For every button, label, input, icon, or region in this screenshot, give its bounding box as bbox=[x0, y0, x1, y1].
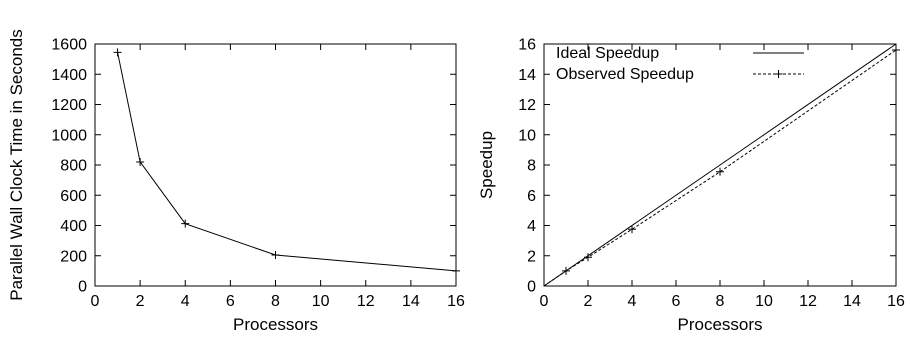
x-tick-label: 10 bbox=[755, 293, 773, 310]
y-tick-label: 0 bbox=[527, 279, 536, 296]
wall-clock-time-chart: 0 2 4 6 8 10 12 14 16 0 200 400 600 800 1000 1200 1400 16… bbox=[7, 29, 465, 334]
x-tick-label: 16 bbox=[447, 293, 465, 310]
data-point-marker bbox=[584, 253, 592, 262]
series-line bbox=[543, 49, 897, 287]
legend-label: Ideal Speedup bbox=[556, 45, 659, 62]
y-axis-label: Speedup bbox=[477, 131, 496, 199]
data-point-marker bbox=[892, 46, 900, 55]
y-tick-label: 6 bbox=[527, 188, 536, 205]
series-line bbox=[543, 43, 897, 287]
y-tick-label: 0 bbox=[78, 279, 87, 296]
x-tick-label: 6 bbox=[226, 293, 235, 310]
data-point-marker bbox=[716, 167, 724, 176]
data-point-marker bbox=[181, 219, 190, 228]
x-tick-label: 8 bbox=[716, 293, 725, 310]
data-point-marker bbox=[452, 266, 460, 275]
x-tick-label: 8 bbox=[271, 293, 280, 310]
y-tick-label: 1200 bbox=[51, 97, 87, 114]
y-tick-label: 16 bbox=[518, 37, 536, 54]
y-tick-label: 600 bbox=[60, 188, 87, 205]
speedup-chart: 0 2 4 6 8 10 12 14 16 0 2 4 6 8 10 12 14 16 Processors Spee… bbox=[477, 37, 905, 335]
legend-marker-sample bbox=[774, 70, 783, 78]
x-tick-label: 0 bbox=[540, 293, 549, 310]
y-tick-label: 1400 bbox=[51, 67, 87, 84]
x-tick-label: 16 bbox=[887, 293, 905, 310]
x-tick-label: 2 bbox=[584, 293, 593, 310]
y-tick-label: 10 bbox=[518, 127, 536, 144]
y-tick-label: 8 bbox=[527, 158, 536, 175]
y-axis-label: Parallel Wall Clock Time in Seconds bbox=[7, 29, 26, 300]
x-tick-label: 4 bbox=[628, 293, 637, 310]
data-point-marker bbox=[562, 266, 570, 275]
y-tick-label: 2 bbox=[527, 248, 536, 265]
y-tick-label: 1000 bbox=[51, 127, 87, 144]
x-axis-label: Processors bbox=[677, 315, 762, 334]
x-tick-label: 4 bbox=[181, 293, 190, 310]
y-tick-label: 200 bbox=[60, 248, 87, 265]
data-point-marker bbox=[628, 225, 636, 234]
x-tick-label: 12 bbox=[357, 293, 375, 310]
y-tick-label: 12 bbox=[518, 97, 536, 114]
x-tick-label: 14 bbox=[843, 293, 861, 310]
legend-label: Observed Speedup bbox=[556, 66, 694, 83]
y-tick-label: 400 bbox=[60, 218, 87, 235]
x-tick-label: 6 bbox=[672, 293, 681, 310]
x-tick-label: 12 bbox=[799, 293, 817, 310]
y-tick-label: 14 bbox=[518, 67, 536, 84]
data-point-marker bbox=[271, 250, 280, 259]
y-tick-label: 4 bbox=[527, 218, 536, 235]
x-tick-label: 14 bbox=[402, 293, 420, 310]
y-tick-label: 1600 bbox=[51, 37, 87, 54]
plot-frame bbox=[94, 43, 457, 287]
data-point-marker bbox=[113, 48, 122, 57]
x-tick-label: 2 bbox=[136, 293, 145, 310]
x-tick-label: 0 bbox=[91, 293, 100, 310]
y-tick-label: 800 bbox=[60, 158, 87, 175]
x-tick-label: 10 bbox=[312, 293, 330, 310]
x-axis-label: Processors bbox=[233, 315, 318, 334]
data-point-marker bbox=[136, 157, 145, 166]
series-line bbox=[117, 52, 457, 272]
